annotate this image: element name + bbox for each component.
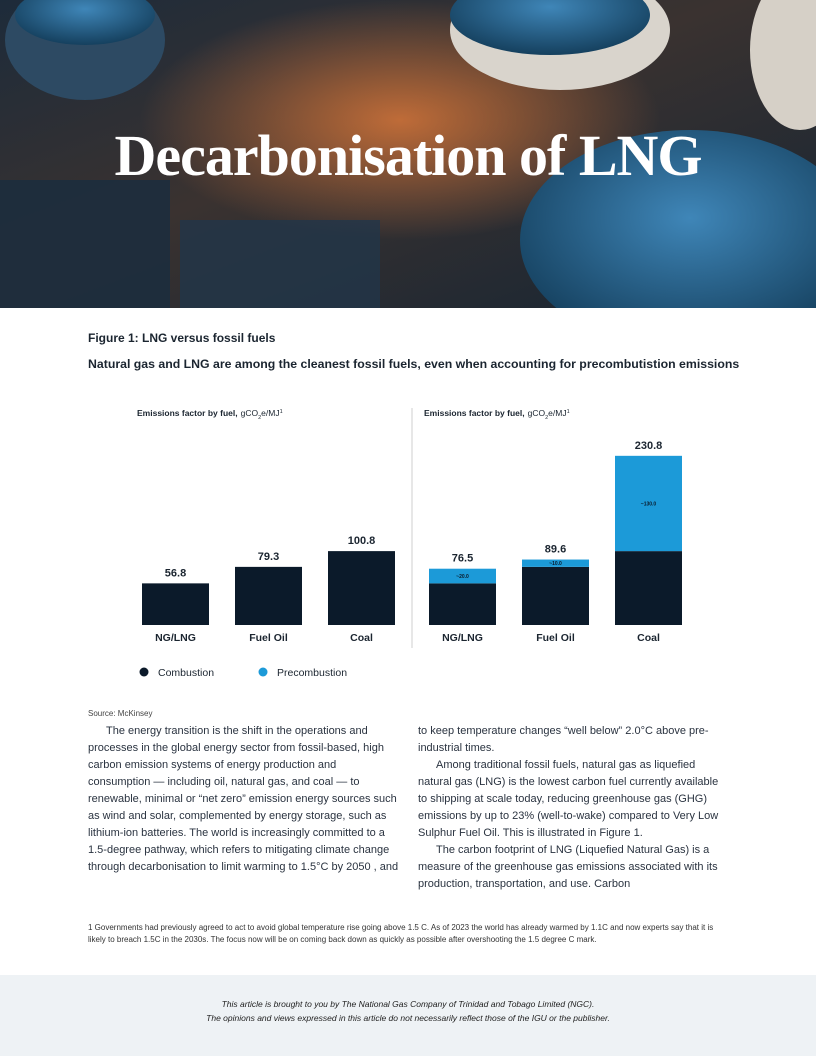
axis-label-part: 2 [545,415,548,421]
paragraph: Among traditional fossil fuels, natural … [418,759,719,839]
segment-label: ~130.0 [641,501,657,507]
axis-label-part: gCO [528,408,546,418]
bar [235,566,302,625]
axis-label-part: Emissions factor by fuel, [424,408,525,418]
value-label: 100.8 [348,535,376,547]
bar [328,551,395,625]
value-label: 56.8 [165,567,186,579]
legend-marker [258,667,268,677]
bar [429,583,496,625]
bar [615,455,682,552]
figure-caption: Figure 1: LNG versus fossil fuels [88,331,276,345]
axis-label-part: 1 [280,409,283,415]
x-tick-label: Fuel Oil [249,632,288,644]
footer: This article is brought to you by The Na… [0,975,816,1056]
segment-label: ~20.0 [456,574,469,580]
axis-label: Emissions factor by fuel, gCO2e/MJ1 [424,408,570,421]
x-tick-label: Coal [350,632,373,644]
axis-label-part: e/MJ [548,408,566,418]
x-tick-label: NG/LNG [155,632,196,644]
footer-line: The opinions and views expressed in this… [206,1013,610,1023]
axis-label-part: gCO [241,408,259,418]
footnote: 1 Governments had previously agreed to a… [88,923,714,944]
axis-label-part: 1 [567,409,570,415]
bar [522,566,589,625]
x-tick-label: Fuel Oil [536,632,575,644]
footer-line: This article is brought to you by The Na… [221,999,595,1009]
charts: Emissions factor by fuel, gCO2e/MJ1NG/LNG… [137,408,682,679]
x-tick-label: Coal [637,632,660,644]
segment-label: ~10.0 [549,561,562,567]
bar [615,551,682,625]
value-label: 79.3 [258,551,279,563]
figure-subtitle: Natural gas and LNG are among the cleane… [88,357,740,371]
x-tick-label: NG/LNG [442,632,483,644]
axis-label-part: e/MJ [261,408,279,418]
bar [522,559,589,567]
page-title: Decarbonisation of LNG [114,123,703,188]
axis-label: Emissions factor by fuel, gCO2e/MJ1 [137,408,283,421]
legend-label: Combustion [158,667,214,679]
paragraph: The energy transition is the shift in th… [88,725,709,873]
axis-label-part: 2 [258,415,261,421]
total-label: 89.6 [545,544,566,556]
source: Source: McKinsey [88,709,153,718]
bar [429,568,496,584]
legend-label: Precombustion [277,667,347,679]
legend-marker [139,667,149,677]
total-label: 76.5 [452,553,473,565]
hero-image [0,0,816,308]
paragraph: The carbon footprint of LNG (Liquefied N… [418,844,718,890]
total-label: 230.8 [635,440,663,452]
bar [142,583,209,625]
axis-label-part: Emissions factor by fuel, [137,408,238,418]
body-text: The energy transition is the shift in th… [88,723,730,893]
